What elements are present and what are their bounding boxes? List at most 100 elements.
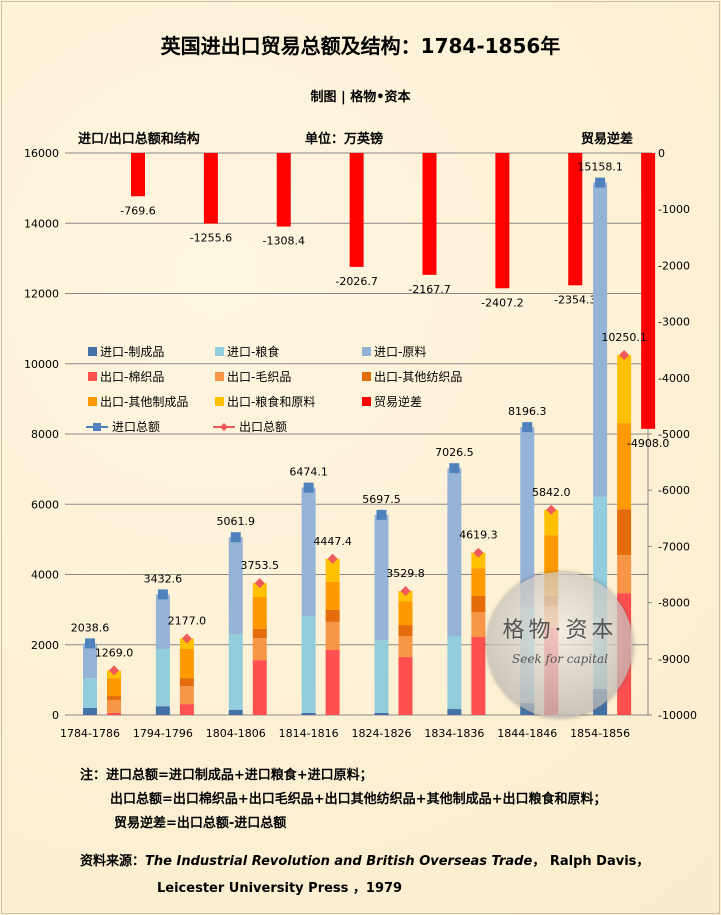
deficit-bar <box>349 153 364 267</box>
right-tick-label: -5000 <box>658 428 690 441</box>
export-bar-segment <box>544 509 559 536</box>
left-tick-label: 6000 <box>31 498 59 511</box>
import-bar-segment <box>447 468 462 636</box>
import-bar-segment <box>520 427 535 608</box>
right-tick-label: -3000 <box>658 316 690 329</box>
legend-swatch <box>362 347 371 356</box>
import-total-label: 15158.1 <box>577 161 623 174</box>
import-bar-segment <box>83 707 97 715</box>
export-bar-segment <box>252 583 267 597</box>
export-bar-segment <box>179 678 194 687</box>
export-bar-segment <box>471 595 486 613</box>
legend-label: 出口-粮食和原料 <box>227 394 315 409</box>
export-bar-segment <box>398 657 413 715</box>
export-bar-segment <box>252 638 267 661</box>
legend-swatch <box>215 347 224 356</box>
legend-label: 出口-其他制成品 <box>100 395 188 409</box>
legend-swatch <box>88 347 97 356</box>
legend-label: 进口总额 <box>112 420 160 434</box>
left-tick-label: 12000 <box>24 288 59 301</box>
import-bar-segment <box>83 678 97 708</box>
import-bar-segment <box>301 712 316 715</box>
import-total-marker <box>157 589 168 600</box>
deficit-bar <box>276 153 291 227</box>
export-bar-segment <box>398 601 413 626</box>
legend-swatch <box>215 397 224 406</box>
export-total-marker <box>400 586 411 597</box>
right-tick-label: -8000 <box>658 597 690 610</box>
left-tick-label: 8000 <box>31 428 59 441</box>
import-total-marker <box>303 482 314 493</box>
deficit-bar <box>568 153 583 286</box>
export-bar-segment <box>471 637 486 715</box>
deficit-label: -2026.7 <box>335 275 377 288</box>
right-tick-label: 0 <box>658 147 665 160</box>
right-tick-label: -1000 <box>658 203 690 216</box>
export-bar-segment <box>325 650 340 715</box>
source-author: ， Ralph Davis， <box>532 854 650 869</box>
export-bar-segment <box>617 509 632 556</box>
legend-marker <box>220 423 228 431</box>
legend-swatch <box>362 372 371 381</box>
import-total-marker <box>595 177 606 188</box>
deficit-label: -769.6 <box>120 204 155 217</box>
import-bar-segment <box>301 615 316 713</box>
deficit-label: -4908.0 <box>627 437 669 450</box>
deficit-bar <box>422 153 437 275</box>
right-tick-label: -6000 <box>658 484 690 497</box>
export-bar-segment <box>252 660 267 715</box>
export-total-marker <box>546 504 557 515</box>
left-tick-label: 16000 <box>24 147 59 160</box>
export-bar-segment <box>471 568 486 596</box>
export-total-label: 5842.0 <box>532 486 571 499</box>
watermark-cn: 格物·资本 <box>502 618 618 643</box>
export-bar-segment <box>325 558 340 582</box>
export-bar-segment <box>325 581 340 610</box>
export-bar-segment <box>107 696 121 700</box>
left-tick-label: 2000 <box>31 639 59 652</box>
import-bar-segment <box>155 594 170 649</box>
category-label: 1794-1796 <box>133 727 193 740</box>
export-bar-segment <box>617 555 632 594</box>
notes: 注：进口总额=进口制成品+进口粮食+进口原料； 出口总额=出口棉织品+出口毛织品… <box>80 764 606 836</box>
deficit-bar <box>131 153 145 197</box>
export-total-label: 10250.1 <box>601 331 647 344</box>
export-bar-segment <box>179 648 194 679</box>
import-bar-segment <box>155 648 170 707</box>
legend-swatch <box>88 372 97 381</box>
export-bar-segment <box>398 591 413 602</box>
export-total-marker <box>181 633 192 644</box>
note-1: 注：进口总额=进口制成品+进口粮食+进口原料； <box>80 768 373 783</box>
note-2: 出口总额=出口棉织品+出口毛织品+出口其他纺织品+其他制成品+出口粮食和原料； <box>110 792 607 807</box>
right-tick-label: -9000 <box>658 653 690 666</box>
export-total-label: 2177.0 <box>168 615 207 628</box>
source: 资料来源：The Industrial Revolution and Briti… <box>80 848 649 902</box>
export-bar-segment <box>398 625 413 636</box>
deficit-label: -2167.7 <box>408 283 450 296</box>
category-label: 1784-1786 <box>60 727 120 740</box>
export-bar-segment <box>252 628 267 639</box>
legend-swatch <box>362 397 371 406</box>
export-bar-segment <box>179 704 194 715</box>
export-bar-segment <box>325 621 340 651</box>
right-tick-label: -7000 <box>658 540 690 553</box>
export-bar-segment <box>107 699 121 713</box>
category-label: 1854-1856 <box>570 727 630 740</box>
left-tick-label: 10000 <box>24 358 59 371</box>
import-total-label: 5061.9 <box>217 515 256 528</box>
export-total-marker <box>619 349 630 360</box>
legend-label: 出口总额 <box>239 420 287 434</box>
watermark-logo: 格物·资本 Seek for capital <box>487 572 633 718</box>
import-bar-segment <box>374 712 389 715</box>
watermark-en: Seek for capital <box>512 652 608 666</box>
export-total-marker <box>327 553 338 564</box>
export-bar-segment <box>107 678 121 697</box>
export-total-marker <box>473 547 484 558</box>
category-label: 1824-1826 <box>352 727 412 740</box>
source-label: 资料来源： <box>80 854 146 869</box>
export-bar-segment <box>471 612 486 638</box>
legend-marker <box>93 423 101 431</box>
category-label: 1804-1806 <box>206 727 266 740</box>
deficit-label: -1255.6 <box>190 232 232 245</box>
import-total-marker <box>522 422 533 433</box>
